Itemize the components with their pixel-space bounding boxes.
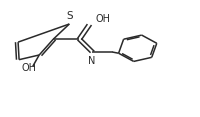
Text: OH: OH: [95, 14, 109, 24]
Text: N: N: [87, 56, 95, 66]
Text: S: S: [66, 11, 72, 21]
Text: OH: OH: [22, 63, 36, 73]
